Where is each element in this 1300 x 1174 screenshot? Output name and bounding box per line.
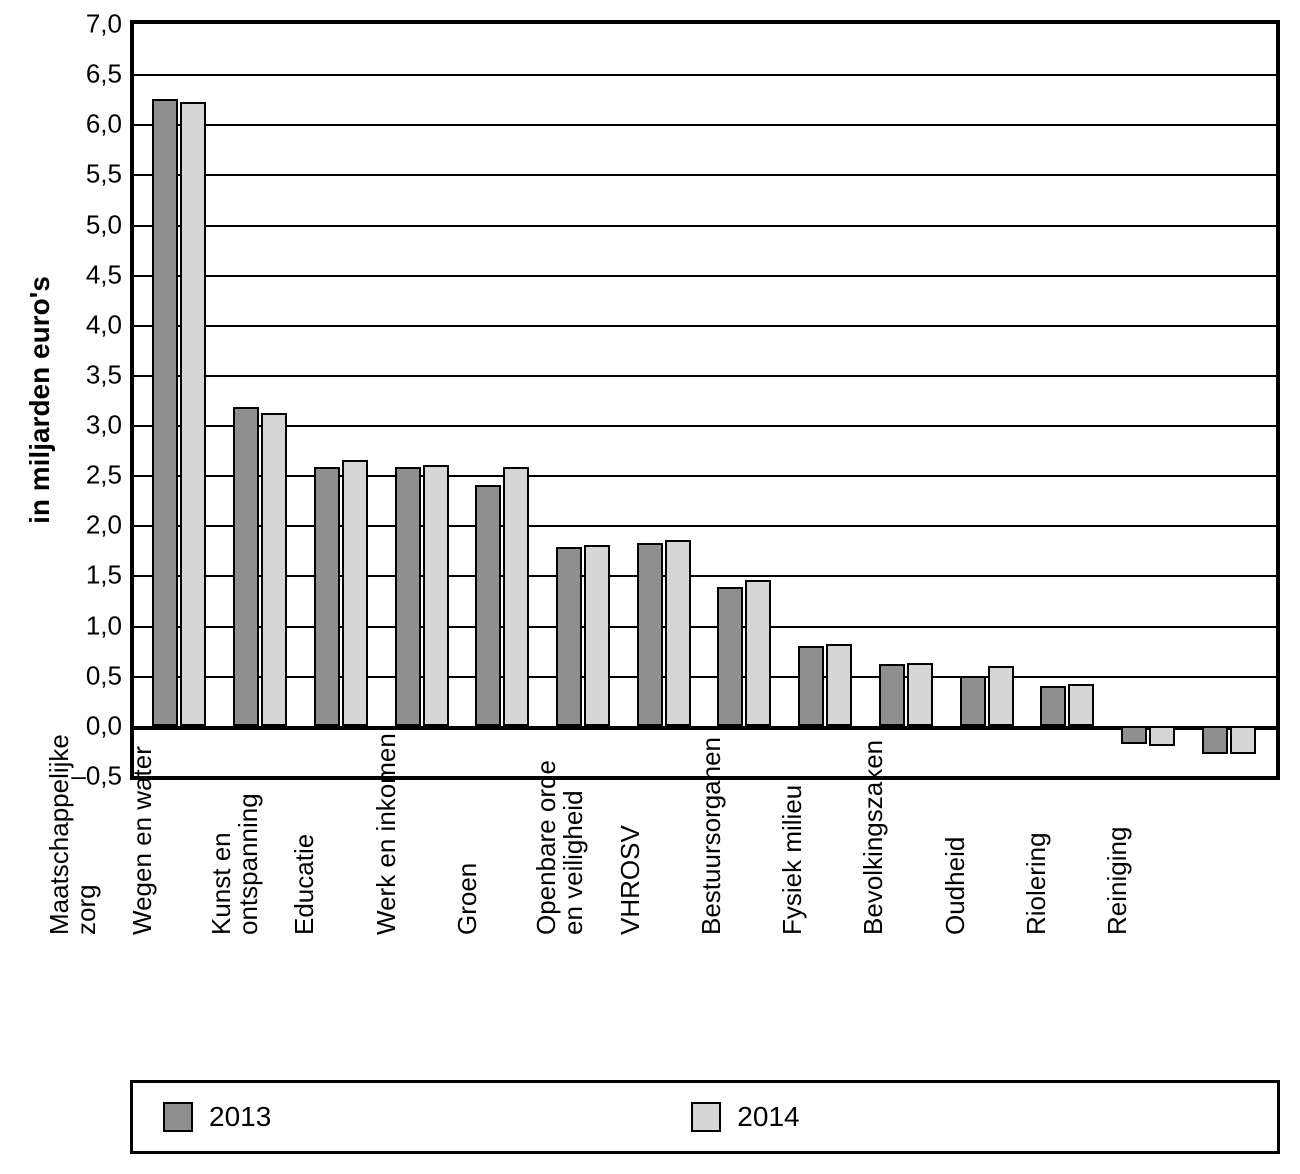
bar [826,644,852,726]
bar [314,467,340,726]
legend-item-2014: 2014 [691,1101,799,1133]
plot-area [130,20,1280,780]
bar [907,663,933,726]
bar [261,413,287,726]
bar [584,545,610,725]
y-tick: –0,5 [71,761,122,792]
y-ticks: 7,06,56,05,55,04,54,03,53,02,52,01,51,00… [60,20,130,780]
bar-group [947,24,1028,776]
bar [988,666,1014,726]
bar [1121,726,1147,744]
bar [1149,726,1175,746]
bar [475,485,501,726]
y-tick: 1,5 [86,560,122,591]
bar-group [624,24,705,776]
bar-chart: in miljarden euro's 7,06,56,05,55,04,54,… [20,20,1280,1154]
x-label: Reiniging [1193,790,1274,1050]
y-tick: 6,5 [86,59,122,90]
legend-item-2013: 2013 [163,1101,271,1133]
bar-group [1109,24,1190,776]
y-tick: 4,0 [86,309,122,340]
bar [1040,686,1066,726]
bar [745,580,771,725]
chart-area: in miljarden euro's 7,06,56,05,55,04,54,… [20,20,1280,780]
bar [1068,684,1094,726]
y-tick: 5,0 [86,209,122,240]
legend-swatch-2014 [691,1102,721,1132]
bar-group [1189,24,1270,776]
y-tick: 4,5 [86,259,122,290]
bar [798,646,824,726]
bar-group [382,24,463,776]
bar [556,547,582,725]
legend-label-2014: 2014 [737,1101,799,1133]
bar [342,460,368,726]
bar [1202,726,1228,754]
y-tick: 3,0 [86,410,122,441]
bar-group [463,24,544,776]
bar [152,99,178,726]
bar [503,467,529,726]
bar-group [866,24,947,776]
y-axis-label: in miljarden euro's [24,276,56,524]
y-tick: 0,0 [86,710,122,741]
y-tick: 3,5 [86,359,122,390]
bar [637,543,663,725]
bar-group [786,24,867,776]
y-label-container: in miljarden euro's [20,20,60,780]
bar-group [544,24,625,776]
bar-group [221,24,302,776]
bar [395,467,421,726]
y-tick: 7,0 [86,9,122,40]
y-tick: 5,5 [86,159,122,190]
y-tick: 6,0 [86,109,122,140]
bar [665,540,691,725]
legend-label-2013: 2013 [209,1101,271,1133]
bars-layer [134,24,1276,776]
y-tick: 2,5 [86,460,122,491]
bar-group [301,24,382,776]
bar [1230,726,1256,754]
y-tick: 1,0 [86,610,122,641]
y-tick: 0,5 [86,660,122,691]
bar-group [140,24,221,776]
y-tick: 2,0 [86,510,122,541]
bar [960,676,986,726]
bar [180,102,206,726]
bar [233,407,259,726]
legend: 2013 2014 [130,1080,1280,1154]
bar [423,465,449,726]
bar [717,587,743,725]
bar-group [1028,24,1109,776]
bar-group [705,24,786,776]
bar [879,664,905,726]
x-labels: MaatschappelijkezorgWegen en waterKunst … [130,780,1280,1050]
legend-swatch-2013 [163,1102,193,1132]
